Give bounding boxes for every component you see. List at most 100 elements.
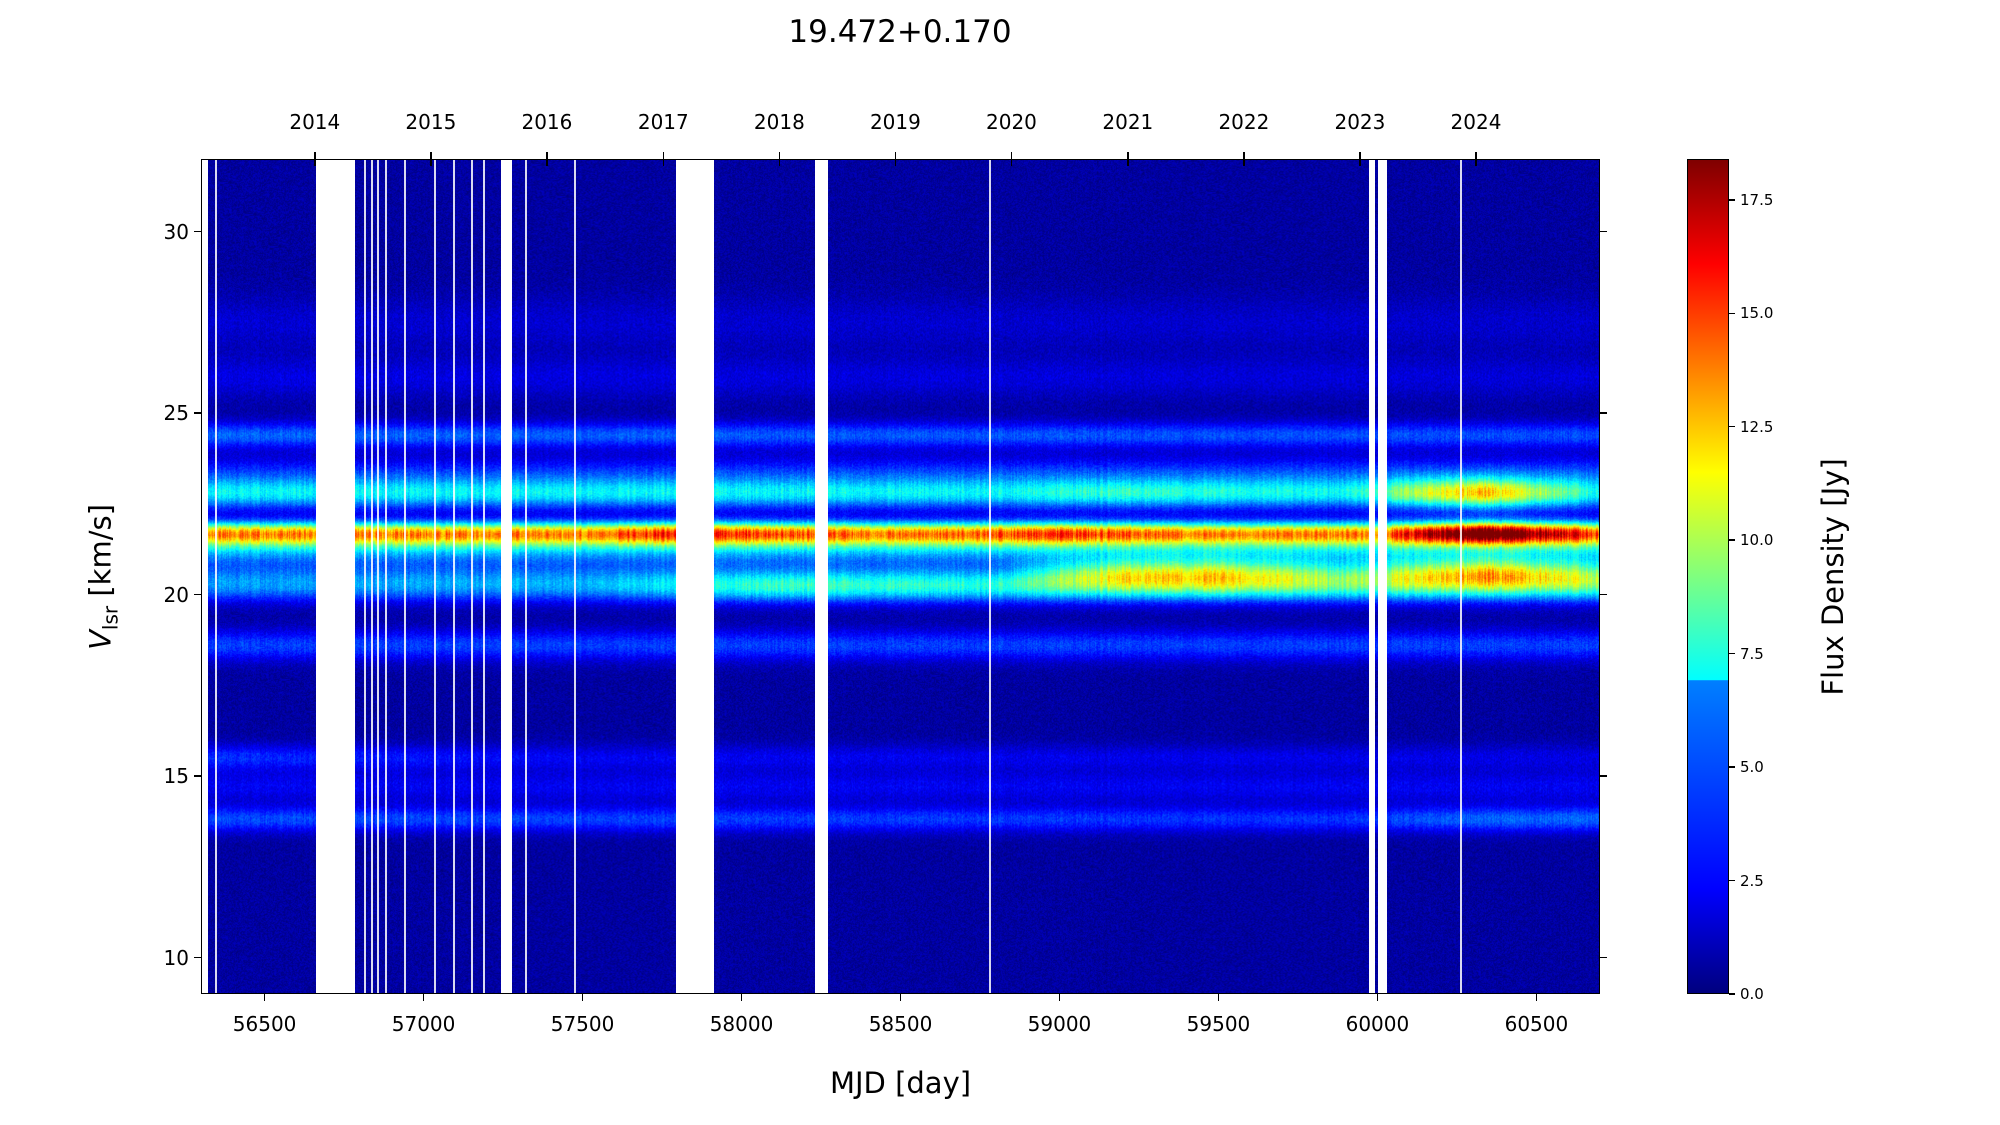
thin-data-gap	[370, 160, 373, 993]
x-tick-label: 56500	[232, 1012, 297, 1036]
thin-data-gap	[403, 160, 406, 993]
y-axis-label-main: V	[83, 630, 118, 650]
x-tick	[1058, 994, 1061, 1001]
colorbar-tick	[1729, 425, 1735, 428]
x-tick	[1217, 994, 1220, 1001]
year-tick-label: 2016	[521, 110, 573, 134]
thin-data-gap	[434, 160, 437, 993]
colorbar-tick-label: 15.0	[1740, 304, 1774, 323]
y-tick	[194, 412, 201, 414]
thin-data-gap	[453, 160, 456, 993]
year-tick-label: 2022	[1218, 110, 1270, 134]
x-tick-label: 60500	[1504, 1012, 1569, 1036]
spectral-heatmap	[202, 160, 1599, 993]
y-tick	[194, 230, 201, 233]
year-tick-label: 2014	[289, 110, 341, 134]
year-tick	[1475, 152, 1477, 166]
y-tick-right	[1600, 775, 1607, 777]
y-tick-label: 25	[163, 401, 189, 426]
thin-data-gap	[524, 160, 527, 993]
data-gap	[1378, 160, 1387, 993]
x-tick	[581, 994, 584, 1001]
year-tick	[430, 152, 432, 166]
thin-data-gap	[1459, 160, 1462, 993]
y-tick-label: 10	[163, 945, 189, 970]
year-tick	[1010, 152, 1013, 166]
x-tick-label: 59000	[1027, 1012, 1092, 1036]
colorbar	[1687, 159, 1729, 994]
year-tick	[546, 152, 548, 166]
thin-data-gap	[385, 160, 388, 993]
year-tick-label: 2015	[405, 110, 457, 134]
y-tick-label: 15	[163, 764, 189, 789]
thin-data-gap	[214, 160, 217, 993]
x-tick-label: 58000	[709, 1012, 774, 1036]
data-gap	[675, 160, 686, 993]
x-tick	[899, 994, 902, 1001]
year-tick-label: 2017	[637, 110, 689, 134]
colorbar-tick	[1729, 539, 1735, 541]
year-tick	[1127, 152, 1129, 166]
colorbar-tick	[1729, 766, 1735, 768]
thin-data-gap	[483, 160, 486, 993]
colorbar-tick-label: 2.5	[1740, 871, 1764, 890]
year-tick	[662, 152, 665, 166]
y-tick-label: 30	[163, 219, 189, 244]
data-gap	[500, 160, 512, 993]
colorbar-tick	[1729, 652, 1735, 655]
y-tick-right	[1600, 412, 1607, 414]
x-tick-label: 57500	[550, 1012, 615, 1036]
colorbar-tick-label: 0.0	[1740, 985, 1764, 1003]
year-tick-label: 2020	[986, 110, 1037, 134]
x-tick	[263, 994, 266, 1001]
colorbar-label: Flux Density [Jy]	[1816, 458, 1850, 696]
plot-area	[201, 159, 1600, 994]
y-tick	[194, 956, 201, 959]
x-tick-label: 59500	[1186, 1012, 1251, 1036]
x-axis-label: MJD [day]	[829, 1066, 972, 1100]
chart-title: 19.472+0.170	[788, 14, 1012, 50]
colorbar-tick-label: 5.0	[1740, 758, 1764, 777]
thin-data-gap	[574, 160, 576, 993]
y-tick-right	[1600, 593, 1607, 596]
colorbar-tick-label: 7.5	[1740, 644, 1764, 663]
year-tick	[1359, 152, 1361, 166]
colorbar-tick	[1729, 879, 1735, 882]
year-tick	[314, 152, 316, 166]
year-tick-label: 2024	[1450, 110, 1502, 134]
thin-data-gap	[376, 160, 379, 993]
x-tick-label: 60000	[1345, 1012, 1410, 1036]
year-tick-label: 2019	[869, 110, 921, 134]
data-gap	[815, 160, 828, 993]
y-axis-label-unit: [km/s]	[83, 504, 118, 606]
y-tick-right	[1600, 956, 1607, 959]
x-tick-label: 57000	[391, 1012, 456, 1036]
colorbar-tick	[1729, 312, 1735, 315]
year-tick-label: 2018	[753, 110, 805, 134]
thin-data-gap	[363, 160, 366, 993]
y-tick	[194, 593, 201, 596]
year-tick	[894, 152, 897, 166]
y-axis-label-sub: lsr	[98, 605, 123, 631]
colorbar-tick	[1729, 199, 1735, 201]
colorbar-tick-label: 12.5	[1740, 417, 1774, 436]
colorbar-tick-label: 17.5	[1740, 190, 1774, 209]
y-tick-right	[1600, 230, 1607, 233]
thin-data-gap	[470, 160, 473, 993]
y-tick-label: 20	[163, 582, 189, 607]
year-tick	[1243, 152, 1245, 166]
data-gap	[1368, 160, 1376, 993]
x-tick-label: 58500	[868, 1012, 933, 1036]
year-tick	[778, 152, 781, 166]
data-gap	[316, 160, 356, 993]
year-tick-label: 2021	[1102, 110, 1154, 134]
y-tick	[194, 775, 201, 777]
x-tick	[1535, 994, 1538, 1001]
thin-data-gap	[988, 160, 991, 993]
year-tick-label: 2023	[1334, 110, 1386, 134]
x-tick	[422, 994, 425, 1001]
data-gap	[202, 160, 208, 993]
x-tick	[740, 994, 743, 1001]
colorbar-tick	[1729, 993, 1735, 995]
x-tick	[1376, 994, 1379, 1001]
